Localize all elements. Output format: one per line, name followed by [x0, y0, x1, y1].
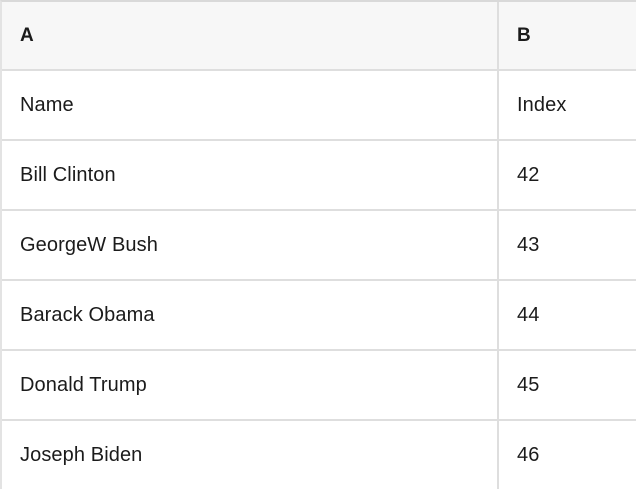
table-header-row: A B: [2, 2, 636, 69]
column-header-a[interactable]: A: [20, 24, 34, 46]
table-cell-index[interactable]: 43: [497, 211, 636, 279]
table-cell-name[interactable]: Donald Trump: [20, 373, 147, 396]
column-header-b[interactable]: B: [497, 2, 636, 69]
table-row: Joseph Biden 46: [2, 419, 636, 489]
table-cell-name[interactable]: Barack Obama: [20, 303, 155, 326]
table-row: Donald Trump 45: [2, 349, 636, 419]
table-cell-name[interactable]: Joseph Biden: [20, 443, 143, 466]
table-cell-name[interactable]: GeorgeW Bush: [20, 233, 158, 256]
table-cell-name[interactable]: Bill Clinton: [20, 163, 116, 186]
table-row: GeorgeW Bush 43: [2, 209, 636, 279]
table-cell-index[interactable]: 45: [497, 351, 636, 419]
table-cell-index[interactable]: 42: [497, 141, 636, 209]
table-row: Bill Clinton 42: [2, 139, 636, 209]
table-cell-index[interactable]: 44: [497, 281, 636, 349]
table-row: Barack Obama 44: [2, 279, 636, 349]
table-row: Name Index: [2, 69, 636, 139]
table-cell-index[interactable]: 46: [497, 421, 636, 489]
table-cell-name[interactable]: Name: [20, 93, 74, 116]
table-cell-index[interactable]: Index: [497, 71, 636, 139]
